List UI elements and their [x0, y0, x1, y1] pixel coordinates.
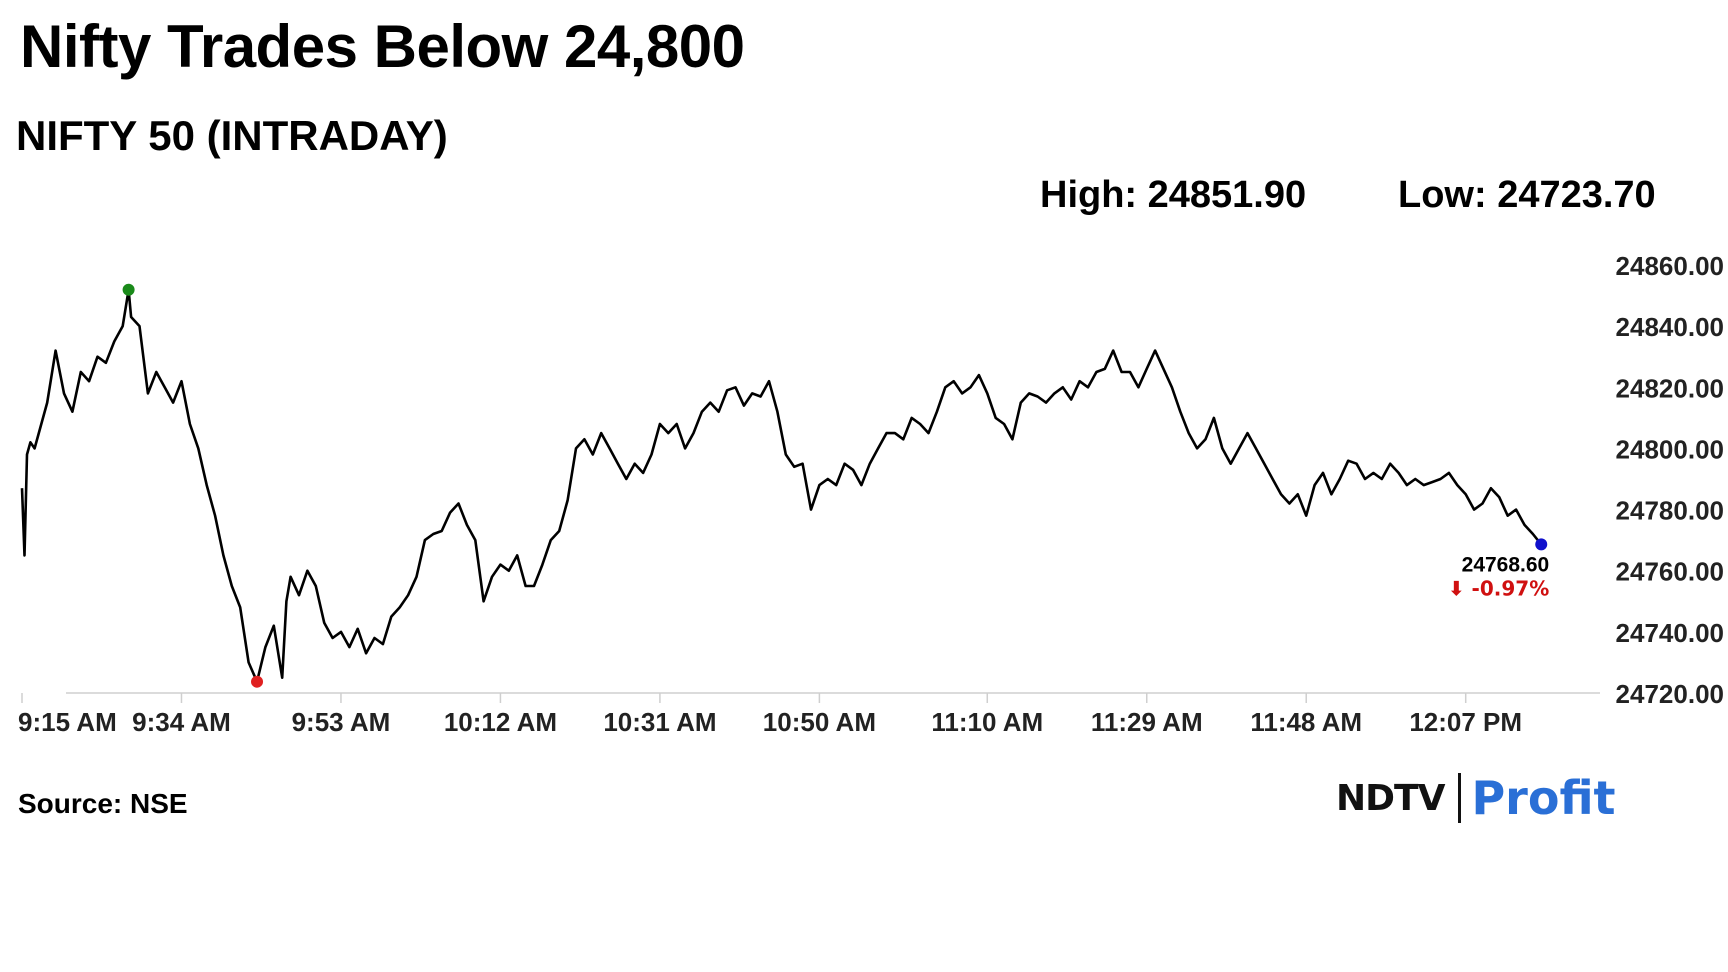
chart-subtitle: NIFTY 50 (INTRADAY): [16, 112, 448, 159]
x-tick-label: 11:48 AM: [1250, 707, 1362, 737]
logo-profit-text: Profit: [1471, 771, 1616, 825]
x-tick-label: 10:50 AM: [763, 707, 876, 737]
y-tick-label: 24760.00: [1616, 557, 1724, 587]
y-tick-label: 24860.00: [1616, 251, 1724, 281]
x-tick-label: 12:07 PM: [1409, 707, 1522, 737]
logo-divider: [1458, 773, 1462, 823]
x-tick-label: 11:29 AM: [1091, 707, 1203, 737]
logo-ndtv-text: NDTV: [1336, 777, 1445, 819]
y-tick-label: 24840.00: [1616, 312, 1724, 342]
y-tick-label: 24720.00: [1616, 679, 1724, 709]
last-price-marker: [1535, 538, 1548, 551]
day-high-label: High: 24851.90: [1040, 174, 1307, 216]
intraday-line-chart: 24720.00 24740.00 24760.00 24780.00 24800.00…: [18, 251, 1724, 737]
x-tick-label: 10:31 AM: [603, 707, 716, 737]
y-tick-label: 24800.00: [1616, 434, 1724, 464]
y-tick-label: 24740.00: [1616, 618, 1724, 648]
x-tick-label: 11:10 AM: [931, 707, 1043, 737]
last-price-label: 24768.60: [1462, 553, 1550, 576]
day-low-label: Low: 24723.70: [1398, 174, 1656, 216]
low-marker: [251, 675, 264, 688]
ndtv-profit-logo: NDTV Profit: [1336, 768, 1616, 828]
price-line: [20, 288, 1543, 683]
source-note: Source: NSE: [18, 788, 188, 819]
x-tick-label: 9:53 AM: [292, 707, 391, 737]
x-tick-label: 9:15 AM: [18, 707, 117, 737]
y-tick-label: 24780.00: [1616, 496, 1724, 526]
x-tick-label: 9:34 AM: [132, 707, 231, 737]
y-tick-label: 24820.00: [1616, 373, 1724, 403]
x-tick-label: 10:12 AM: [444, 707, 557, 737]
headline: Nifty Trades Below 24,800: [20, 13, 745, 80]
change-percent-label: ⬇ -0.97%: [1448, 576, 1549, 600]
high-marker: [122, 283, 135, 296]
